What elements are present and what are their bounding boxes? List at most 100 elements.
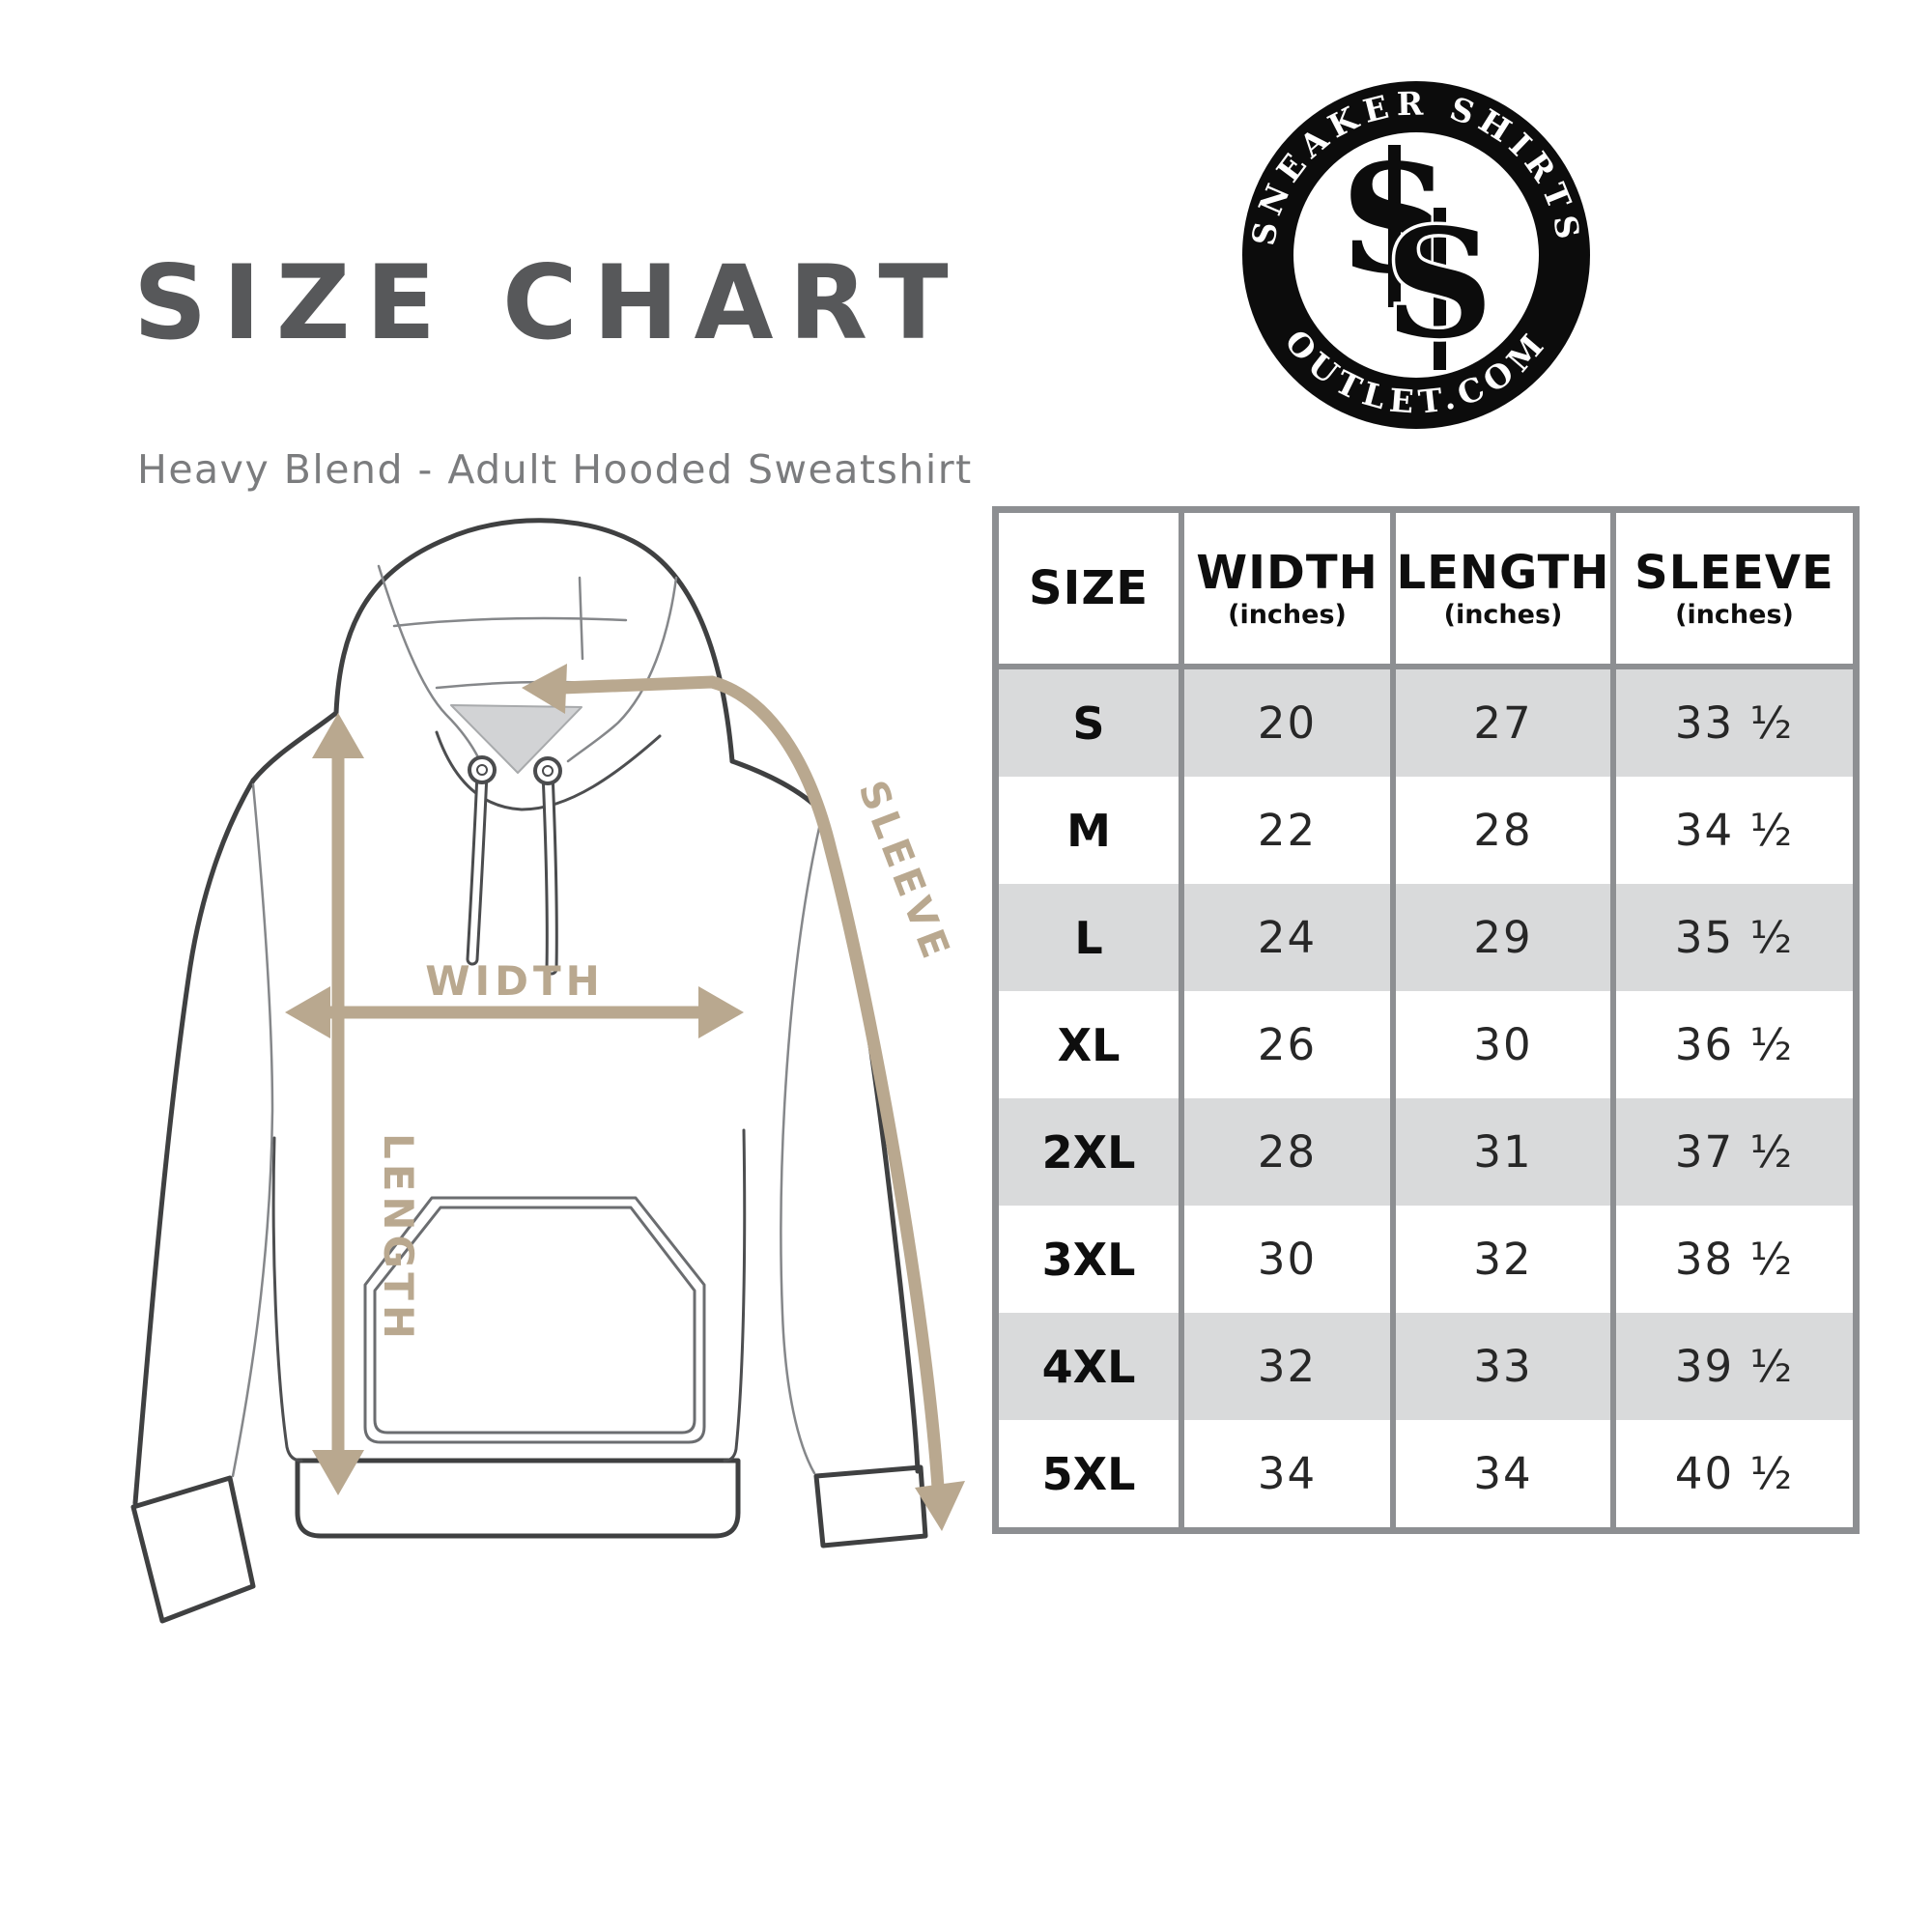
right-sleeve-seam <box>780 817 823 1475</box>
table-cell-width: 26 <box>1179 991 1390 1098</box>
neckline <box>435 730 662 811</box>
length-label: LENGTH <box>375 1133 422 1344</box>
width-value: 24 <box>1257 912 1318 963</box>
table-cell-length: 27 <box>1390 669 1610 777</box>
table-cell-width: 20 <box>1179 669 1390 777</box>
table-cell-length: 31 <box>1390 1098 1610 1206</box>
width-label: WIDTH <box>425 957 605 1005</box>
logo-top-text: SNEAKER SHIRTS <box>1244 85 1581 248</box>
length-value: 27 <box>1473 697 1533 749</box>
arrowhead-down <box>312 1450 364 1495</box>
table-cell-sleeve: 37 ½ <box>1610 1098 1853 1206</box>
hood-outline <box>333 518 735 764</box>
arrowhead-left <box>285 986 330 1038</box>
drawstring-right <box>541 766 558 976</box>
length-value: 33 <box>1473 1341 1533 1392</box>
sleeve-value: 35 ½ <box>1674 912 1795 963</box>
size-label: 4XL <box>1041 1340 1136 1393</box>
monogram-bar <box>1388 145 1401 307</box>
sleeve-label: SLEEVE <box>849 775 959 969</box>
width-arrow <box>285 986 744 1038</box>
table-cell-width: 32 <box>1179 1313 1390 1420</box>
table-cell-size: 3XL <box>999 1206 1179 1313</box>
table-cell-sleeve: 33 ½ <box>1610 669 1853 777</box>
length-value: 31 <box>1473 1126 1533 1178</box>
hoodie-seams <box>231 564 823 1478</box>
eyelet-left <box>468 755 497 784</box>
col-header-label: LENGTH <box>1396 545 1610 600</box>
table-cell-length: 32 <box>1390 1206 1610 1313</box>
logo-inner-disc <box>1293 132 1539 378</box>
body-right-edge <box>723 1128 747 1463</box>
eyelet-right-inner <box>542 765 554 777</box>
col-header-label: WIDTH <box>1196 545 1378 600</box>
drawstring-left <box>466 766 489 966</box>
arrowhead-down <box>915 1481 965 1531</box>
table-cell-size: M <box>999 777 1179 884</box>
table-cell-size: 5XL <box>999 1420 1179 1527</box>
table-cell-sleeve: 38 ½ <box>1610 1206 1853 1313</box>
width-value: 20 <box>1257 697 1318 749</box>
table-cell-size: XL <box>999 991 1179 1098</box>
hood-fold-line <box>435 680 620 690</box>
col-header-label: SLEEVE <box>1634 545 1834 600</box>
logo-top-text-wrap: SNEAKER SHIRTS <box>1244 85 1588 248</box>
table-cell-length: 34 <box>1390 1420 1610 1527</box>
logo-monogram: S S <box>1341 130 1496 376</box>
width-value: 32 <box>1257 1341 1318 1392</box>
table-cell-length: 30 <box>1390 991 1610 1098</box>
table-cell-sleeve: 35 ½ <box>1610 884 1853 991</box>
col-header-sub: (inches) <box>1228 599 1347 630</box>
table-cell-size: 2XL <box>999 1098 1179 1206</box>
hood-opening-left <box>377 564 481 761</box>
left-sleeve-seam <box>231 782 274 1478</box>
sleeve-value: 37 ½ <box>1674 1126 1795 1178</box>
eyelet-left-inner <box>476 764 488 776</box>
table-cell-length: 28 <box>1390 777 1610 884</box>
sleeve-value: 40 ½ <box>1674 1448 1795 1499</box>
left-sleeve-outer <box>132 778 256 1506</box>
table-cell-size: 4XL <box>999 1313 1179 1420</box>
sleeve-value: 33 ½ <box>1674 697 1795 749</box>
body-left-edge <box>271 1136 303 1463</box>
table-cell-width: 30 <box>1179 1206 1390 1313</box>
sleeve-value: 38 ½ <box>1674 1234 1795 1285</box>
monogram-letter: S <box>1341 130 1449 307</box>
width-value: 34 <box>1257 1448 1318 1499</box>
arrowhead-up <box>312 713 364 758</box>
col-header-width: WIDTH (inches) <box>1179 513 1390 669</box>
measurement-arrows <box>285 664 965 1531</box>
col-header-sub: (inches) <box>1675 599 1794 630</box>
table-cell-width: 22 <box>1179 777 1390 884</box>
table-cell-length: 29 <box>1390 884 1610 991</box>
pocket-inner <box>373 1206 696 1435</box>
hoodie-outline <box>130 518 928 1624</box>
logo-bottom-text: OUTLET.COM <box>1277 323 1548 421</box>
col-header-sleeve: SLEEVE (inches) <box>1610 513 1853 669</box>
page-title: SIZE CHART <box>133 243 964 362</box>
size-label: 2XL <box>1041 1125 1136 1179</box>
size-label: 3XL <box>1041 1233 1136 1286</box>
pocket-outer <box>363 1196 706 1444</box>
width-arrow-shaft <box>323 1006 707 1019</box>
table-cell-size: L <box>999 884 1179 991</box>
col-header-label: SIZE <box>1028 561 1150 615</box>
col-header-length: LENGTH (inches) <box>1390 513 1610 669</box>
table-cell-sleeve: 36 ½ <box>1610 991 1853 1098</box>
logo-bottom-text-wrap: OUTLET.COM <box>1277 323 1555 421</box>
page-subtitle: Heavy Blend - Adult Hooded Sweatshirt <box>137 446 973 493</box>
table-cell-length: 33 <box>1390 1313 1610 1420</box>
monogram-letter: S <box>1385 195 1493 372</box>
size-label: 5XL <box>1041 1447 1136 1500</box>
table-cell-width: 34 <box>1179 1420 1390 1527</box>
hood-opening-right <box>566 576 678 763</box>
width-value: 30 <box>1257 1234 1318 1285</box>
size-label: M <box>1066 804 1111 857</box>
length-arrow <box>312 713 364 1495</box>
table-cell-width: 28 <box>1179 1098 1390 1206</box>
table-cell-width: 24 <box>1179 884 1390 991</box>
width-value: 26 <box>1257 1019 1318 1070</box>
hoodie-body-edges <box>271 730 747 1463</box>
drawstrings <box>466 755 562 976</box>
